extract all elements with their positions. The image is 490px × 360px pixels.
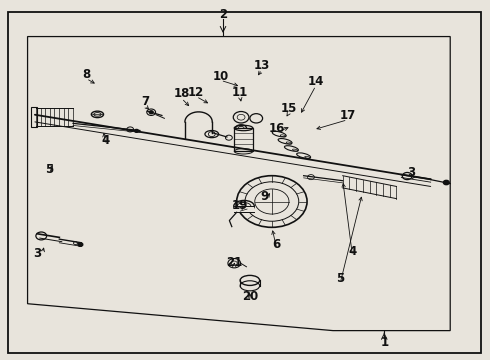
Text: 7: 7 [141, 95, 149, 108]
Text: 15: 15 [281, 102, 297, 115]
Text: 18: 18 [173, 87, 190, 100]
Circle shape [443, 180, 449, 185]
Text: 4: 4 [101, 134, 110, 147]
Text: 16: 16 [269, 122, 285, 135]
Text: 3: 3 [33, 247, 41, 260]
Bar [234, 128, 253, 151]
Circle shape [149, 111, 153, 114]
Text: 2: 2 [219, 8, 227, 21]
Bar [234, 206, 254, 212]
Bar [31, 107, 37, 127]
Circle shape [135, 130, 139, 132]
Text: 5: 5 [336, 272, 344, 285]
Text: 10: 10 [213, 69, 229, 82]
Text: 13: 13 [254, 59, 270, 72]
Text: 9: 9 [260, 190, 269, 203]
Text: 12: 12 [188, 86, 204, 99]
Text: 19: 19 [232, 199, 248, 212]
Text: 1: 1 [380, 336, 388, 348]
Circle shape [78, 243, 83, 246]
Text: 6: 6 [272, 238, 281, 251]
Text: 4: 4 [348, 245, 357, 258]
Text: 5: 5 [46, 163, 54, 176]
Text: 3: 3 [407, 166, 415, 179]
Text: 17: 17 [340, 109, 356, 122]
Text: 8: 8 [82, 68, 90, 81]
Text: 11: 11 [232, 86, 248, 99]
Text: 14: 14 [308, 75, 324, 88]
Text: 21: 21 [226, 256, 243, 269]
Text: 20: 20 [242, 290, 258, 303]
